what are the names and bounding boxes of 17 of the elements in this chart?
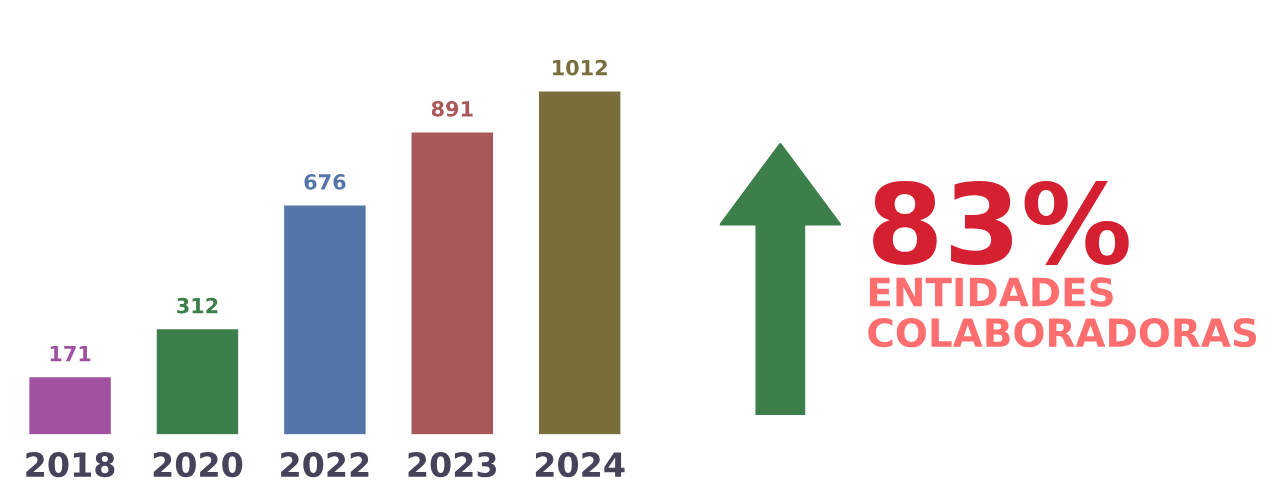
data-label: 891 <box>431 100 473 117</box>
x-tick-label: 2018 <box>26 451 115 478</box>
x-tick-label: 2024 <box>535 451 625 478</box>
x-tick-label: 2020 <box>153 451 243 478</box>
bar <box>282 204 367 435</box>
x-tick-label: 2023 <box>408 451 497 478</box>
x-tick-label: 2022 <box>281 451 369 478</box>
bar <box>410 131 495 435</box>
text: ENTIDADES COLABORADORAS <box>868 277 1257 348</box>
text: 83% <box>873 180 1129 265</box>
data-label: 1012 <box>553 59 607 76</box>
data-label: 676 <box>304 174 346 190</box>
data-label: 312 <box>177 297 218 314</box>
bar <box>27 375 113 435</box>
bar <box>155 327 240 435</box>
bar <box>537 89 622 435</box>
data-label: 171 <box>50 345 91 362</box>
